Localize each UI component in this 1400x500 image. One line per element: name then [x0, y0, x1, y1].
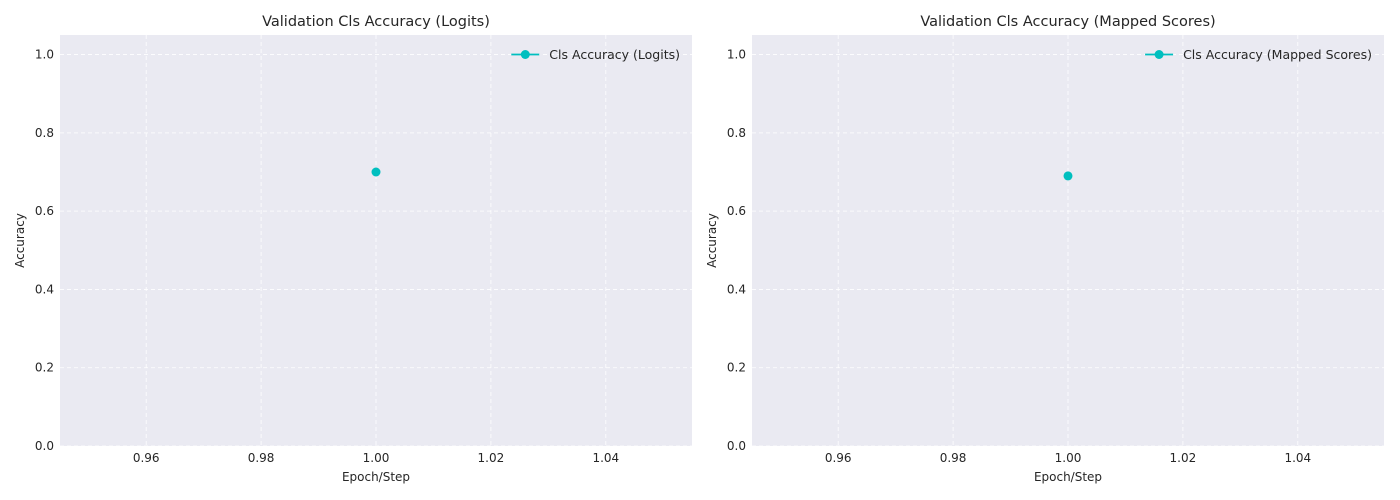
y-tick-label: 0.4 [35, 282, 54, 296]
legend: Cls Accuracy (Mapped Scores) [1145, 47, 1372, 62]
series-layer [1063, 171, 1073, 181]
legend-label: Cls Accuracy (Logits) [549, 47, 680, 62]
data-point [1063, 171, 1073, 181]
y-tick-label: 0.0 [727, 439, 746, 453]
y-tick-label: 0.4 [727, 282, 746, 296]
y-tick-label: 1.0 [727, 48, 746, 62]
x-tick-label: 0.98 [940, 451, 967, 465]
grid-x [837, 35, 1299, 446]
x-tick-label: 1.00 [363, 451, 390, 465]
grid-y [60, 54, 692, 447]
legend-marker [520, 50, 530, 59]
x-tick-label: 1.02 [478, 451, 505, 465]
chart-title: Validation Cls Accuracy (Mapped Scores) [920, 14, 1215, 30]
x-tick-label: 0.96 [133, 451, 160, 465]
x-tick-label: 1.04 [1284, 451, 1311, 465]
chart-title: Validation Cls Accuracy (Logits) [262, 14, 490, 30]
y-tick-labels: 0.0 0.2 0.4 0.6 0.8 1.0 [727, 48, 746, 453]
legend-marker [1154, 50, 1164, 59]
y-tick-label: 0.2 [35, 361, 54, 375]
x-tick-label: 1.04 [592, 451, 619, 465]
x-tick-label: 1.00 [1055, 451, 1082, 465]
data-point [371, 167, 381, 177]
y-tick-label: 0.2 [727, 361, 746, 375]
legend-label: Cls Accuracy (Mapped Scores) [1183, 47, 1372, 62]
x-tick-label: 1.02 [1170, 451, 1197, 465]
x-axis-label: Epoch/Step [342, 470, 410, 484]
y-tick-label: 0.6 [35, 204, 54, 218]
y-axis-label: Accuracy [705, 213, 719, 268]
y-tick-label: 0.8 [727, 126, 746, 140]
series-layer [371, 167, 381, 177]
y-tick-label: 0.8 [35, 126, 54, 140]
y-tick-labels: 0.0 0.2 0.4 0.6 0.8 1.0 [35, 48, 54, 453]
legend: Cls Accuracy (Logits) [511, 47, 680, 62]
grid-y [752, 54, 1384, 447]
x-tick-labels: 0.96 0.98 1.00 1.02 1.04 [825, 451, 1311, 465]
chart-panel-mapped-scores: 0.96 0.98 1.00 1.02 1.04 0.00.20.40.60.81.0 … [705, 14, 1384, 484]
chart-panel-logits: 0.96 0.98 1.00 1.02 1.04 0.00.20.40.60.81.0 … [13, 14, 692, 484]
y-tick-label: 1.0 [35, 48, 54, 62]
grid-x [145, 35, 607, 446]
x-tick-labels: 0.96 0.98 1.00 1.02 1.04 [133, 451, 619, 465]
y-tick-label: 0.0 [35, 439, 54, 453]
y-tick-label: 0.6 [727, 204, 746, 218]
x-tick-label: 0.98 [248, 451, 275, 465]
x-axis-label: Epoch/Step [1034, 470, 1102, 484]
x-tick-label: 0.96 [825, 451, 852, 465]
y-axis-label: Accuracy [13, 213, 27, 268]
